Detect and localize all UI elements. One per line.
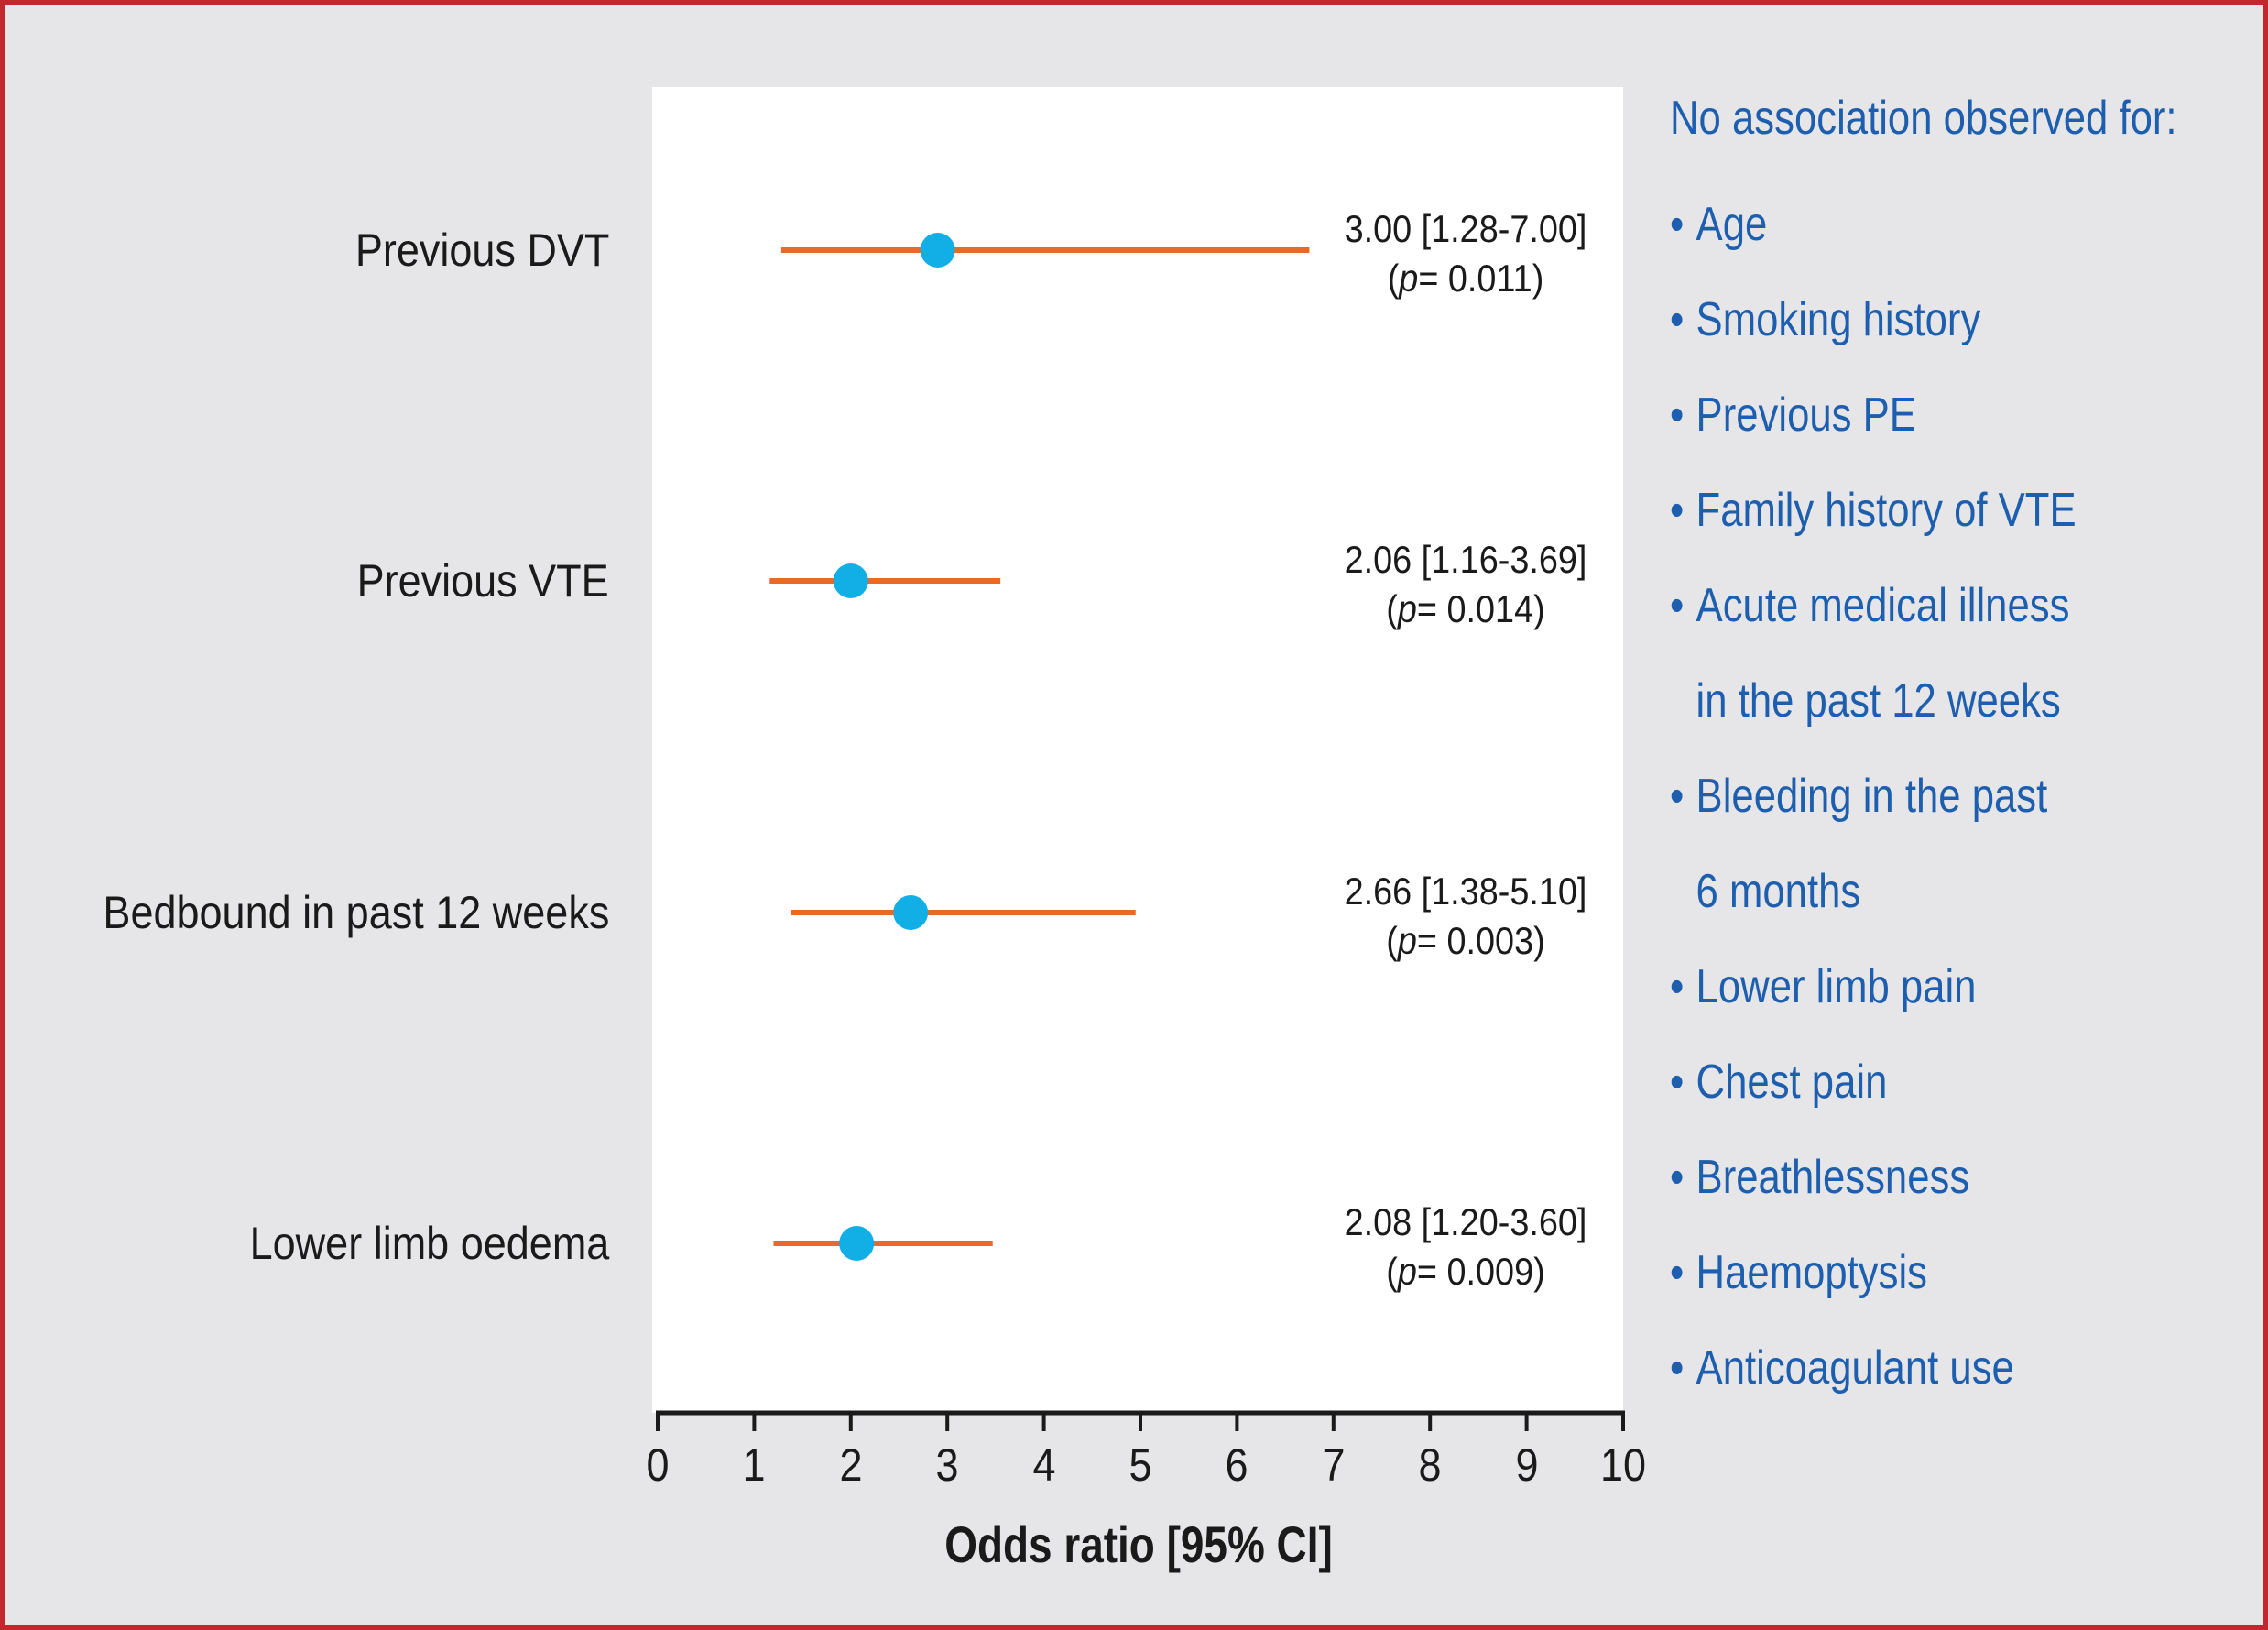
bullet-icon: • bbox=[1670, 293, 1685, 346]
no-association-heading: No association observed for: bbox=[1670, 92, 2177, 145]
no-association-item-5: in the past 12 weeks bbox=[1670, 653, 2177, 749]
p-value-paren: ( bbox=[1387, 257, 1400, 300]
no-association-item-text: Haemoptysis bbox=[1696, 1246, 1928, 1299]
no-association-item-6: • Bleeding in the past bbox=[1670, 749, 2177, 844]
p-value-letter: p bbox=[1397, 1250, 1417, 1293]
stat-block-1: 2.06 [1.16-3.69] (p= 0.014) bbox=[1284, 535, 1647, 634]
bullet-icon: • bbox=[1670, 388, 1685, 442]
no-association-item-9: • Chest pain bbox=[1670, 1034, 2177, 1130]
no-association-item-text: 6 months bbox=[1696, 865, 1861, 918]
bullet-icon: • bbox=[1670, 579, 1685, 632]
no-association-item-text: Chest pain bbox=[1696, 1056, 1888, 1109]
plot-area bbox=[652, 87, 1625, 1431]
no-association-item-text: in the past 12 weeks bbox=[1696, 674, 2061, 727]
no-association-item-7: 6 months bbox=[1670, 844, 2177, 939]
p-value-paren: ( bbox=[1386, 587, 1398, 630]
stat-block-2: 2.66 [1.38-5.10] (p= 0.003) bbox=[1284, 867, 1647, 966]
x-tick-label-2: 2 bbox=[839, 1439, 863, 1491]
p-value-number: = 0.009) bbox=[1416, 1250, 1545, 1293]
bullet-icon: • bbox=[1670, 1151, 1685, 1204]
x-tick-label-8: 8 bbox=[1418, 1439, 1442, 1491]
no-association-item-text: Lower limb pain bbox=[1696, 960, 1977, 1013]
p-value-number: = 0.011) bbox=[1418, 257, 1544, 300]
no-association-item-0: • Age bbox=[1670, 177, 2177, 272]
no-association-item-text: Acute medical illness bbox=[1696, 579, 2070, 632]
x-tick-label-6: 6 bbox=[1225, 1439, 1248, 1491]
p-value-text: (p= 0.011) bbox=[1284, 254, 1647, 303]
bullet-icon: • bbox=[1670, 1056, 1685, 1109]
plot-background bbox=[652, 87, 1623, 1413]
no-association-item-text: Anticoagulant use bbox=[1696, 1341, 2014, 1395]
p-value-letter: p bbox=[1397, 919, 1417, 962]
no-association-list: • Age • Smoking history • Previous PE • Family … bbox=[1670, 177, 2177, 1416]
no-association-item-11: • Haemoptysis bbox=[1670, 1225, 2177, 1320]
no-association-item-text: Smoking history bbox=[1696, 293, 1981, 346]
odds-ratio-ci-text: 2.06 [1.16-3.69] bbox=[1344, 538, 1587, 581]
x-tick-label-4: 4 bbox=[1032, 1439, 1056, 1491]
p-value-paren: ( bbox=[1386, 1250, 1398, 1293]
odds-ratio-point-3 bbox=[839, 1226, 875, 1261]
bullet-icon: • bbox=[1670, 1246, 1685, 1299]
p-value-letter: p bbox=[1397, 587, 1417, 630]
no-association-item-12: • Anticoagulant use bbox=[1670, 1320, 2177, 1416]
row-label-2: Bedbound in past 12 weeks bbox=[103, 887, 609, 938]
no-association-item-1: • Smoking history bbox=[1670, 272, 2177, 367]
odds-ratio-point-2 bbox=[893, 895, 929, 930]
p-value-paren: ( bbox=[1386, 919, 1398, 962]
odds-ratio-ci-text: 3.00 [1.28-7.00] bbox=[1344, 207, 1587, 250]
x-tick-label-7: 7 bbox=[1322, 1439, 1346, 1491]
stat-block-3: 2.08 [1.20-3.60] (p= 0.009) bbox=[1284, 1198, 1647, 1296]
x-tick-label-0: 0 bbox=[646, 1439, 670, 1491]
no-association-item-text: Previous PE bbox=[1696, 388, 1916, 442]
p-value-number: = 0.003) bbox=[1416, 919, 1545, 962]
stat-block-0: 3.00 [1.28-7.00] (p= 0.011) bbox=[1284, 204, 1647, 303]
bullet-icon: • bbox=[1670, 960, 1685, 1013]
p-value-letter: p bbox=[1399, 257, 1419, 300]
no-association-item-8: • Lower limb pain bbox=[1670, 939, 2177, 1034]
odds-ratio-ci-text: 2.66 [1.38-5.10] bbox=[1344, 870, 1587, 913]
x-axis-title: Odds ratio [95% CI] bbox=[944, 1515, 1333, 1573]
no-association-panel: No association observed for: • Age • Smokin… bbox=[1670, 82, 2177, 1416]
no-association-item-4: • Acute medical illness bbox=[1670, 558, 2177, 653]
odds-ratio-point-1 bbox=[833, 563, 868, 598]
p-value-text: (p= 0.003) bbox=[1284, 916, 1647, 966]
row-label-1: Previous VTE bbox=[356, 555, 609, 607]
x-tick-label-3: 3 bbox=[935, 1439, 959, 1491]
no-association-item-text: Age bbox=[1696, 198, 1768, 251]
x-tick-label-5: 5 bbox=[1129, 1439, 1152, 1491]
no-association-item-text: Breathlessness bbox=[1696, 1151, 1970, 1204]
bullet-icon: • bbox=[1670, 770, 1685, 823]
row-label-3: Lower limb oedema bbox=[249, 1218, 609, 1269]
no-association-item-3: • Family history of VTE bbox=[1670, 463, 2177, 558]
bullet-icon: • bbox=[1670, 484, 1685, 537]
no-association-item-10: • Breathlessness bbox=[1670, 1130, 2177, 1225]
bullet-icon: • bbox=[1670, 1341, 1685, 1395]
no-association-item-text: Family history of VTE bbox=[1696, 484, 2077, 537]
p-value-number: = 0.014) bbox=[1416, 587, 1545, 630]
odds-ratio-point-0 bbox=[920, 233, 955, 268]
odds-ratio-ci-text: 2.08 [1.20-3.60] bbox=[1344, 1200, 1587, 1243]
no-association-item-2: • Previous PE bbox=[1670, 367, 2177, 463]
p-value-text: (p= 0.014) bbox=[1284, 585, 1647, 634]
row-label-0: Previous DVT bbox=[354, 224, 609, 276]
x-tick-label-10: 10 bbox=[1599, 1439, 1647, 1491]
bullet-icon: • bbox=[1670, 198, 1685, 251]
p-value-text: (p= 0.009) bbox=[1284, 1247, 1647, 1296]
no-association-item-text: Bleeding in the past bbox=[1696, 770, 2048, 823]
x-tick-label-1: 1 bbox=[742, 1439, 766, 1491]
x-tick-label-9: 9 bbox=[1515, 1439, 1539, 1491]
